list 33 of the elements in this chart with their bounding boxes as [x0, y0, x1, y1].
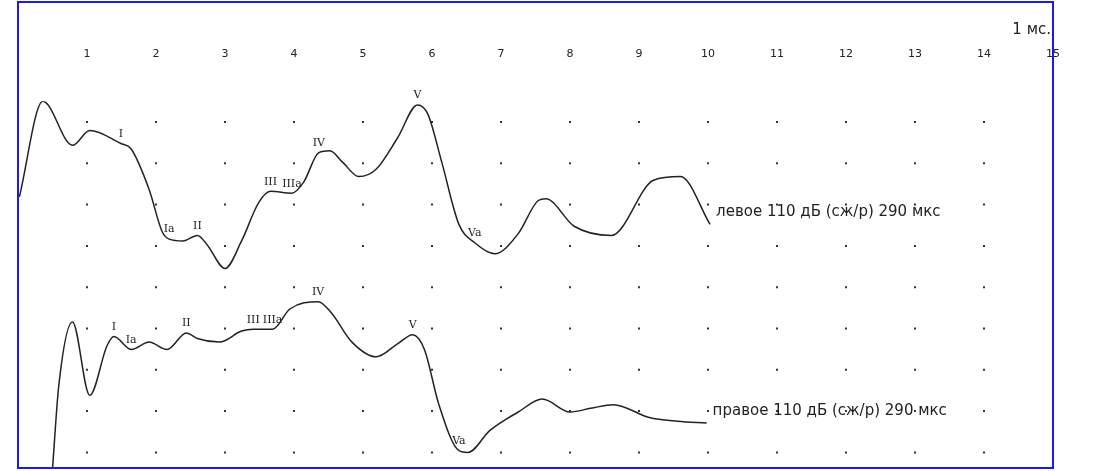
x-tick-label: 9: [635, 47, 643, 61]
annotation: IV: [312, 136, 327, 150]
text: 1 мс.: [1012, 19, 1051, 38]
series-label: правое 110 дБ (сж/р) 290 мкс: [712, 400, 947, 419]
annotation: Va: [467, 226, 482, 240]
x-tick-label: 11: [770, 47, 784, 61]
annotation: I: [111, 319, 117, 333]
x-tick-label: 4: [290, 47, 298, 61]
annotation: II: [193, 218, 202, 232]
x-tick-label: 10: [701, 47, 715, 61]
x-tick-label: 14: [977, 47, 991, 61]
annotation: I: [118, 126, 123, 140]
annotation: V: [407, 318, 418, 332]
x-tick-label: 13: [908, 47, 922, 61]
annotation: Ia: [163, 222, 175, 236]
x-tick-label: 8: [566, 47, 574, 61]
x-tick-label: 2: [152, 47, 160, 61]
annotation: III: [264, 174, 278, 188]
annotation: Ia: [125, 332, 138, 346]
annotation: Va: [451, 433, 467, 447]
x-tick-label: 6: [428, 47, 436, 61]
x-tick-label: 3: [221, 47, 229, 61]
x-tick-label: 1: [83, 47, 91, 61]
annotation: III: [246, 312, 260, 326]
annotation: IIIa: [262, 312, 283, 326]
annotation: IIIa: [282, 176, 303, 190]
x-tick-label: 5: [359, 47, 367, 61]
series-label: левое 110 дБ (сж/р) 290 мкс: [716, 202, 941, 221]
annotation: II: [182, 316, 191, 330]
annotation: V: [412, 88, 423, 102]
x-tick-label: 7: [497, 47, 505, 61]
x-tick-label: 12: [839, 47, 853, 61]
annotation: IV: [312, 285, 326, 299]
